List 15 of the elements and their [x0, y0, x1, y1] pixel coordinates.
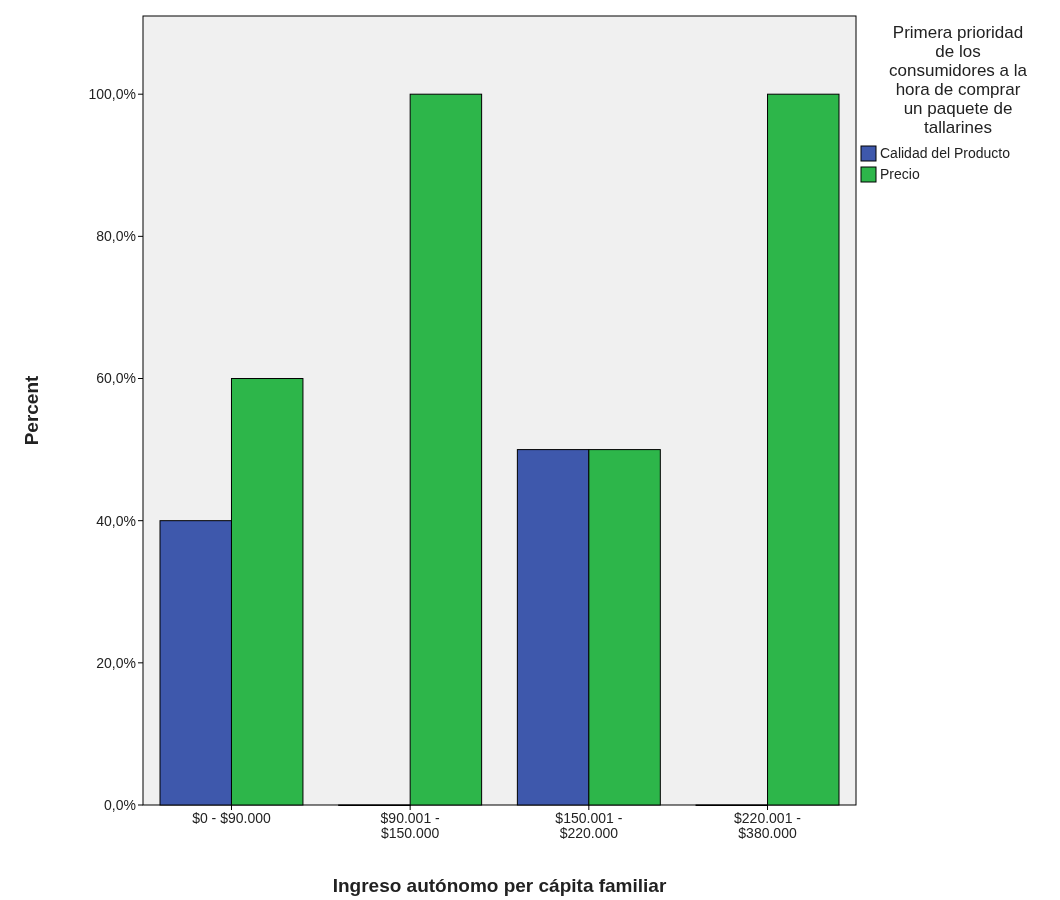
y-tick-label: 20,0% — [96, 654, 136, 671]
x-axis-title: Ingreso autónomo per cápita familiar — [332, 875, 667, 896]
y-tick-label: 80,0% — [96, 228, 136, 245]
x-tick-label: $150.001 - $220.000 — [555, 810, 623, 841]
y-tick-label: 60,0% — [96, 370, 136, 387]
legend-label: Precio — [880, 165, 920, 182]
x-tick-label: $220.001 - $380.000 — [734, 810, 802, 841]
x-tick-label: $0 - $90.000 — [192, 810, 271, 826]
x-tick-label: $90.001 - $150.000 — [380, 810, 441, 841]
y-tick-label: 40,0% — [96, 512, 136, 529]
y-tick-label: 100,0% — [88, 86, 136, 103]
y-tick-label: 0,0% — [104, 796, 136, 813]
legend-label: Calidad del Producto — [880, 144, 1011, 161]
legend-title: Primera prioridad de los consumidores a la hora de comprar un paquete de tallarines — [889, 23, 1028, 137]
y-axis-title: Percent — [21, 374, 42, 446]
